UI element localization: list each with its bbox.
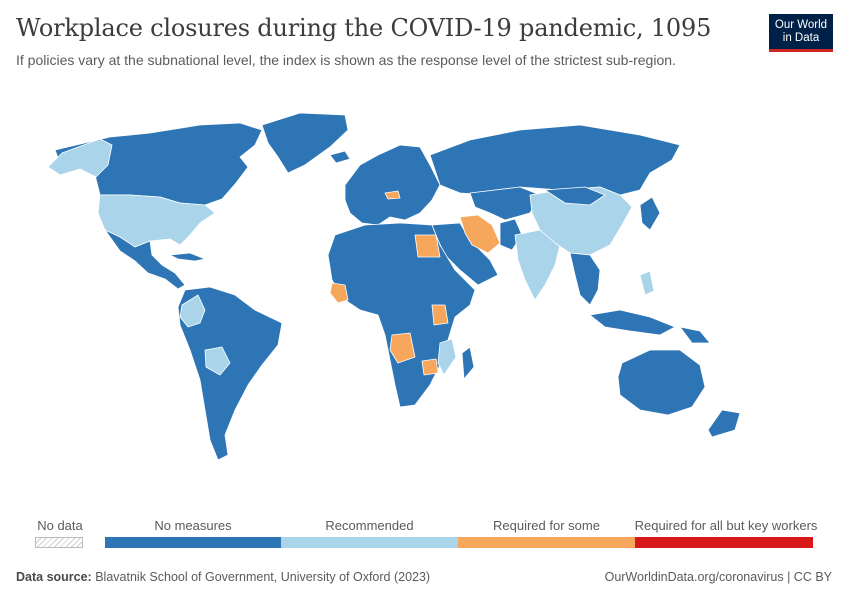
logo-line-1: Our World	[774, 19, 828, 31]
chart-subtitle: If policies vary at the subnational leve…	[16, 52, 676, 68]
region-south-america[interactable]	[177, 286, 283, 461]
legend-label-recommended: Recommended	[325, 518, 414, 533]
world-map[interactable]	[0, 95, 850, 495]
region-madagascar[interactable]	[461, 346, 475, 380]
data-source-text: Blavatnik School of Government, Universi…	[95, 570, 431, 584]
region-egypt[interactable]	[414, 234, 441, 258]
region-cuba[interactable]	[169, 252, 206, 262]
legend-label-no-measures: No measures	[154, 518, 232, 533]
legend-swatch-recommended[interactable]	[281, 537, 458, 548]
region-zimbabwe[interactable]	[421, 358, 439, 376]
owid-logo[interactable]: Our World in Data	[769, 14, 833, 52]
region-bolivia[interactable]	[204, 346, 231, 376]
region-austria[interactable]	[384, 190, 401, 200]
region-russia[interactable]	[429, 124, 681, 196]
region-png[interactable]	[679, 326, 711, 344]
region-colombia[interactable]	[179, 294, 206, 328]
legend-label-required-all: Required for all but key workers	[634, 518, 818, 533]
legend-label-required-some: Required for some	[493, 518, 600, 533]
footer-link[interactable]: OurWorldinData.org/coronavirus | CC BY	[604, 570, 832, 584]
region-korea-japan[interactable]	[639, 196, 661, 231]
region-mongolia[interactable]	[544, 186, 606, 206]
legend-swatch-required-all[interactable]	[635, 537, 813, 548]
region-new-zealand[interactable]	[707, 409, 741, 438]
legend-swatch-required-some[interactable]	[458, 537, 635, 548]
region-greenland[interactable]	[261, 112, 349, 174]
legend-swatch-no-measures[interactable]	[105, 537, 281, 548]
data-source-label: Data source:	[16, 570, 92, 584]
region-indonesia[interactable]	[589, 309, 676, 336]
region-angola[interactable]	[389, 332, 416, 364]
region-central-asia[interactable]	[469, 186, 541, 221]
data-source: Data source: Blavatnik School of Governm…	[16, 570, 430, 584]
region-tanzania[interactable]	[431, 304, 449, 326]
region-europe[interactable]	[344, 144, 441, 226]
region-mozambique[interactable]	[437, 338, 457, 376]
region-alaska[interactable]	[47, 138, 113, 178]
region-philippines[interactable]	[639, 270, 655, 296]
region-iran[interactable]	[459, 214, 501, 254]
region-china[interactable]	[529, 186, 633, 256]
logo-line-2: in Data	[782, 32, 820, 44]
legend-no-data-swatch	[35, 537, 83, 548]
region-mexico[interactable]	[104, 229, 186, 290]
region-liberia[interactable]	[329, 282, 349, 304]
chart-title: Workplace closures during the COVID-19 p…	[16, 14, 712, 42]
region-southeast-asia[interactable]	[569, 252, 601, 306]
legend-no-data-label: No data	[37, 518, 83, 533]
region-australia[interactable]	[617, 349, 706, 416]
region-iceland[interactable]	[329, 150, 351, 164]
